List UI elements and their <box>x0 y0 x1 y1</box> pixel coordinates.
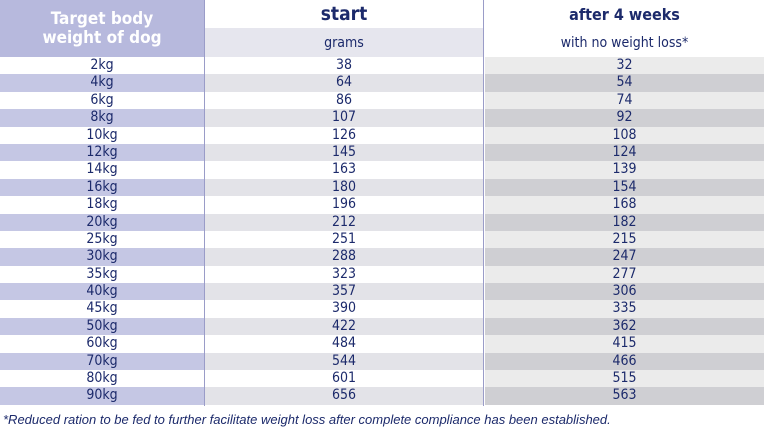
table-row: 20kg 212 182 <box>0 213 764 231</box>
table-row: 30kg 288 247 <box>0 248 764 266</box>
header-start: start grams <box>205 0 483 57</box>
header-target-weight-line2: weight of dog <box>42 27 162 48</box>
cell-start-grams: 484 <box>205 335 483 353</box>
cell-after-4-weeks: 182 <box>485 213 764 231</box>
cell-weight: 80kg <box>0 370 204 388</box>
cell-start-grams: 64 <box>205 74 483 92</box>
cell-weight: 10kg <box>0 126 204 144</box>
cell-weight: 4kg <box>0 74 204 92</box>
table-row: 18kg 196 168 <box>0 196 764 214</box>
cell-after-4-weeks: 168 <box>485 196 764 214</box>
table-row: 70kg 544 466 <box>0 352 764 371</box>
table-row: 6kg 86 74 <box>0 91 764 110</box>
cell-start-grams: 656 <box>205 387 483 405</box>
cell-weight: 18kg <box>0 196 204 214</box>
table-row: 16kg 180 154 <box>0 178 764 197</box>
header-start-unit: grams <box>205 28 483 57</box>
cell-weight: 25kg <box>0 230 204 249</box>
header-target-weight: Target body weight of dog <box>0 0 204 57</box>
cell-weight: 2kg <box>0 57 204 75</box>
cell-start-grams: 196 <box>205 196 483 214</box>
cell-weight: 60kg <box>0 335 204 353</box>
cell-weight: 20kg <box>0 213 204 231</box>
cell-after-4-weeks: 139 <box>485 161 764 179</box>
cell-weight: 45kg <box>0 300 204 318</box>
cell-after-4-weeks: 108 <box>485 126 764 144</box>
cell-start-grams: 251 <box>205 230 483 249</box>
table-row: 35kg 323 277 <box>0 265 764 284</box>
table-row: 60kg 484 415 <box>0 335 764 353</box>
cell-after-4-weeks: 415 <box>485 335 764 353</box>
cell-start-grams: 145 <box>205 143 483 162</box>
footnote: *Reduced ration to be fed to further fac… <box>3 412 611 427</box>
cell-weight: 40kg <box>0 283 204 301</box>
cell-weight: 14kg <box>0 161 204 179</box>
cell-after-4-weeks: 74 <box>485 91 764 110</box>
cell-start-grams: 163 <box>205 161 483 179</box>
cell-after-4-weeks: 54 <box>485 74 764 92</box>
cell-start-grams: 390 <box>205 300 483 318</box>
header-start-title: start <box>205 0 483 28</box>
table-row: 4kg 64 54 <box>0 74 764 92</box>
cell-start-grams: 601 <box>205 370 483 388</box>
cell-after-4-weeks: 466 <box>485 352 764 371</box>
cell-start-grams: 212 <box>205 213 483 231</box>
cell-weight: 6kg <box>0 91 204 110</box>
table-body: 2kg 38 32 4kg 64 54 6kg 86 74 8kg 107 92 10kg 126 108 1… <box>0 57 764 405</box>
cell-weight: 16kg <box>0 178 204 197</box>
column-divider-2 <box>483 0 484 406</box>
cell-after-4-weeks: 563 <box>485 387 764 405</box>
table-row: 80kg 601 515 <box>0 370 764 388</box>
cell-weight: 50kg <box>0 317 204 336</box>
table-header: Target body weight of dog start grams af… <box>0 0 764 57</box>
cell-after-4-weeks: 154 <box>485 178 764 197</box>
table-row: 25kg 251 215 <box>0 230 764 249</box>
table-row: 2kg 38 32 <box>0 57 764 75</box>
cell-weight: 8kg <box>0 109 204 127</box>
cell-start-grams: 323 <box>205 265 483 284</box>
cell-after-4-weeks: 124 <box>485 143 764 162</box>
cell-after-4-weeks: 215 <box>485 230 764 249</box>
header-after-sub: with no weight loss* <box>485 28 764 57</box>
cell-after-4-weeks: 92 <box>485 109 764 127</box>
table-row: 40kg 357 306 <box>0 283 764 301</box>
cell-weight: 70kg <box>0 352 204 371</box>
cell-start-grams: 107 <box>205 109 483 127</box>
table-row: 90kg 656 563 <box>0 387 764 405</box>
table-row: 45kg 390 335 <box>0 300 764 318</box>
cell-weight: 12kg <box>0 143 204 162</box>
table-row: 8kg 107 92 <box>0 109 764 127</box>
cell-start-grams: 126 <box>205 126 483 144</box>
cell-after-4-weeks: 277 <box>485 265 764 284</box>
table-row: 12kg 145 124 <box>0 143 764 162</box>
cell-after-4-weeks: 32 <box>485 57 764 75</box>
cell-start-grams: 86 <box>205 91 483 110</box>
cell-after-4-weeks: 362 <box>485 317 764 336</box>
cell-weight: 30kg <box>0 248 204 266</box>
cell-weight: 35kg <box>0 265 204 284</box>
cell-after-4-weeks: 306 <box>485 283 764 301</box>
header-after-title: after 4 weeks <box>485 0 764 28</box>
header-target-weight-line1: Target body <box>50 8 154 29</box>
table-row: 14kg 163 139 <box>0 161 764 179</box>
cell-start-grams: 288 <box>205 248 483 266</box>
cell-start-grams: 38 <box>205 57 483 75</box>
table-row: 50kg 422 362 <box>0 317 764 336</box>
cell-start-grams: 357 <box>205 283 483 301</box>
cell-start-grams: 422 <box>205 317 483 336</box>
cell-after-4-weeks: 247 <box>485 248 764 266</box>
cell-start-grams: 180 <box>205 178 483 197</box>
cell-weight: 90kg <box>0 387 204 405</box>
header-after-4-weeks: after 4 weeks with no weight loss* <box>485 0 764 57</box>
cell-start-grams: 544 <box>205 352 483 371</box>
feeding-table: Target body weight of dog start grams af… <box>0 0 764 405</box>
table-row: 10kg 126 108 <box>0 126 764 144</box>
cell-after-4-weeks: 515 <box>485 370 764 388</box>
cell-after-4-weeks: 335 <box>485 300 764 318</box>
column-divider-1 <box>204 0 205 406</box>
